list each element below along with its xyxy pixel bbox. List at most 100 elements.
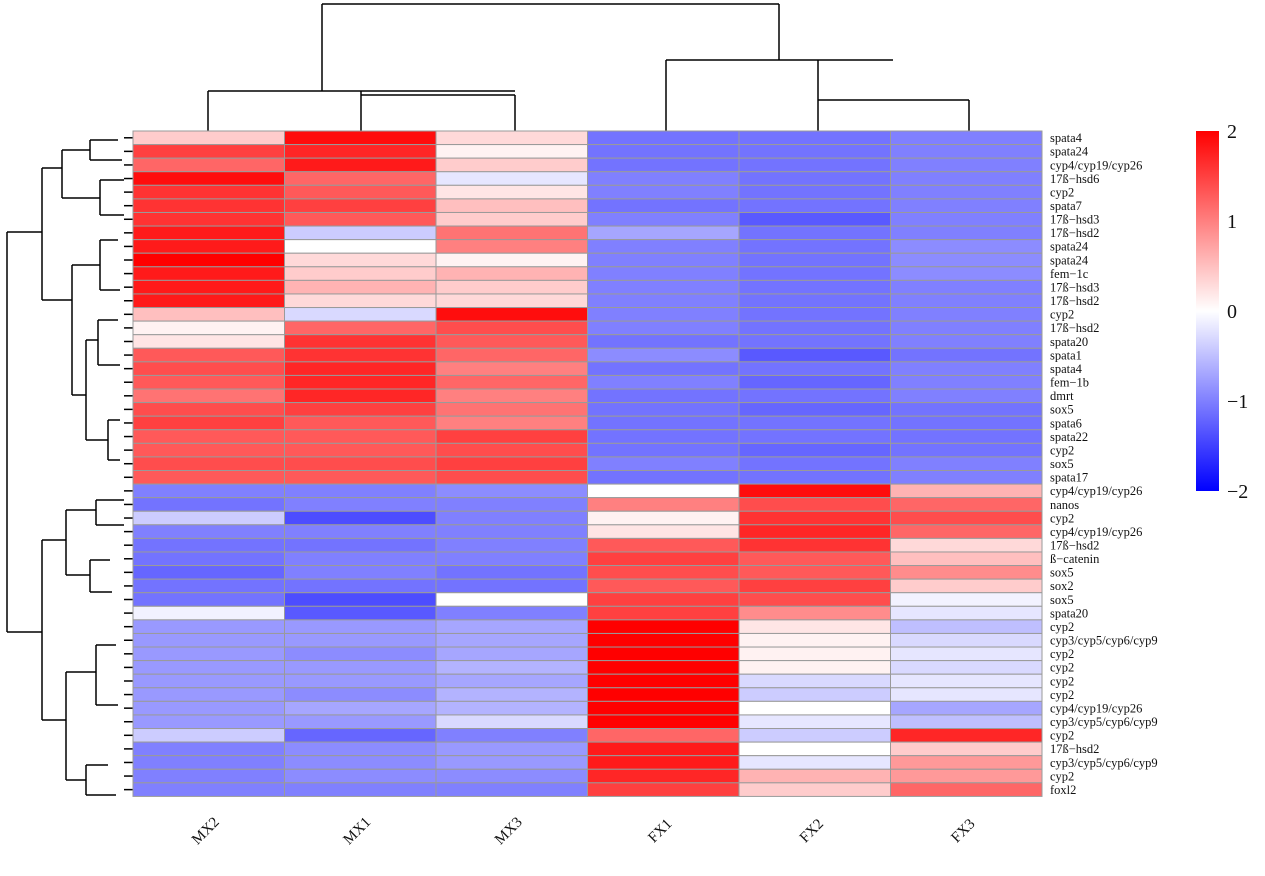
heatmap-cell: [435, 551, 588, 567]
heatmap-cell: [132, 673, 285, 689]
heatmap-cell: [738, 714, 891, 730]
heatmap-cell: [587, 388, 740, 404]
heatmap-cell: [587, 660, 740, 675]
heatmap-cell: [587, 551, 740, 567]
heatmap-cell: [890, 470, 1043, 485]
heatmap-cell: [587, 524, 740, 539]
heatmap-cell: [435, 619, 588, 634]
heatmap-cell: [435, 347, 588, 363]
heatmap-cell: [435, 700, 588, 716]
row-label: dmrt: [1050, 389, 1074, 403]
heatmap-cell: [435, 361, 588, 376]
heatmap-cell: [738, 374, 891, 390]
heatmap-cell: [435, 782, 588, 797]
heatmap-cell: [587, 415, 740, 431]
heatmap-cell: [435, 252, 588, 268]
heatmap-cell: [738, 157, 891, 173]
heatmap-cell: [890, 293, 1043, 309]
row-label: foxl2: [1050, 783, 1076, 797]
heatmap-cell: [284, 537, 437, 553]
heatmap-cell: [587, 239, 740, 254]
heatmap-cell: [890, 252, 1043, 268]
heatmap-cell: [738, 755, 891, 770]
heatmap-cell: [132, 537, 285, 553]
heatmap-cell: [132, 279, 285, 295]
heatmap-cell: [587, 279, 740, 295]
heatmap-cell: [284, 429, 437, 444]
heatmap-cell: [890, 184, 1043, 200]
heatmap-cell: [738, 592, 891, 607]
heatmap-cell: [284, 347, 437, 363]
heatmap-cell: [132, 714, 285, 730]
heatmap-cell: [435, 293, 588, 309]
heatmap-cell: [587, 211, 740, 227]
heatmap-cell: [284, 320, 437, 336]
heatmap-cell: [587, 755, 740, 770]
heatmap-cell: [587, 687, 740, 702]
heatmap-cell: [587, 198, 740, 213]
legend-tick-label: 2: [1227, 121, 1237, 143]
heatmap-cell: [435, 211, 588, 227]
row-label: fem−1c: [1050, 267, 1089, 281]
heatmap-cell: [738, 456, 891, 472]
row-label: cyp2: [1050, 511, 1074, 525]
column-label: MX1: [341, 814, 375, 848]
heatmap-cell: [890, 741, 1043, 757]
legend-color-bar: [1196, 131, 1219, 491]
heatmap-cell: [284, 687, 437, 702]
heatmap-cell: [284, 632, 437, 648]
heatmap-cell: [435, 415, 588, 431]
heatmap-cell: [738, 415, 891, 431]
heatmap-cell: [132, 361, 285, 376]
heatmap-cell: [890, 374, 1043, 390]
heatmap-cell: [738, 239, 891, 254]
heatmap-cell: [587, 646, 740, 662]
heatmap-cell: [587, 565, 740, 580]
heatmap-cell: [132, 456, 285, 472]
heatmap-cell: [587, 456, 740, 472]
heatmap-cell: [284, 782, 437, 797]
row-label: spata24: [1050, 253, 1089, 267]
heatmap-cell: [890, 211, 1043, 227]
row-label: cyp4/cyp19/cyp26: [1050, 701, 1142, 715]
heatmap-cell: [284, 239, 437, 254]
heatmap-cell: [284, 293, 437, 309]
heatmap-cell: [890, 442, 1043, 458]
heatmap-cell: [890, 510, 1043, 526]
heatmap-cell: [738, 578, 891, 594]
heatmap-cell: [284, 497, 437, 512]
heatmap-cell: [890, 144, 1043, 159]
heatmap-cell: [738, 551, 891, 567]
heatmap-cell: [435, 198, 588, 213]
heatmap-cell: [587, 782, 740, 797]
row-label: cyp3/cyp5/cyp6/cyp9: [1050, 634, 1158, 648]
heatmap-cell: [890, 415, 1043, 431]
heatmap-cell: [738, 307, 891, 322]
heatmap-cell: [587, 741, 740, 757]
heatmap-cell: [132, 429, 285, 444]
legend-tick-label: −2: [1227, 481, 1248, 503]
row-label: cyp4/cyp19/cyp26: [1050, 158, 1142, 172]
heatmap-cell: [284, 198, 437, 213]
heatmap-cell: [890, 130, 1043, 146]
heatmap-cell: [890, 632, 1043, 648]
heatmap-cell: [890, 646, 1043, 662]
column-label: MX3: [492, 814, 526, 848]
row-label: cyp2: [1050, 620, 1074, 634]
heatmap-cell: [587, 361, 740, 376]
heatmap-cell: [132, 632, 285, 648]
heatmap-cell: [587, 293, 740, 309]
row-label: sox5: [1050, 566, 1074, 580]
row-label: cyp2: [1050, 308, 1074, 322]
heatmap-cell: [587, 483, 740, 499]
heatmap-cell: [587, 632, 740, 648]
heatmap-cell: [587, 768, 740, 784]
row-label: ß−catenin: [1050, 552, 1100, 566]
row-label: sox5: [1050, 403, 1074, 417]
heatmap-cell: [890, 279, 1043, 295]
heatmap-cell: [435, 429, 588, 444]
heatmap-cell: [435, 646, 588, 662]
heatmap-cell: [284, 334, 437, 349]
heatmap-cell: [890, 687, 1043, 702]
heatmap-cell: [132, 198, 285, 213]
